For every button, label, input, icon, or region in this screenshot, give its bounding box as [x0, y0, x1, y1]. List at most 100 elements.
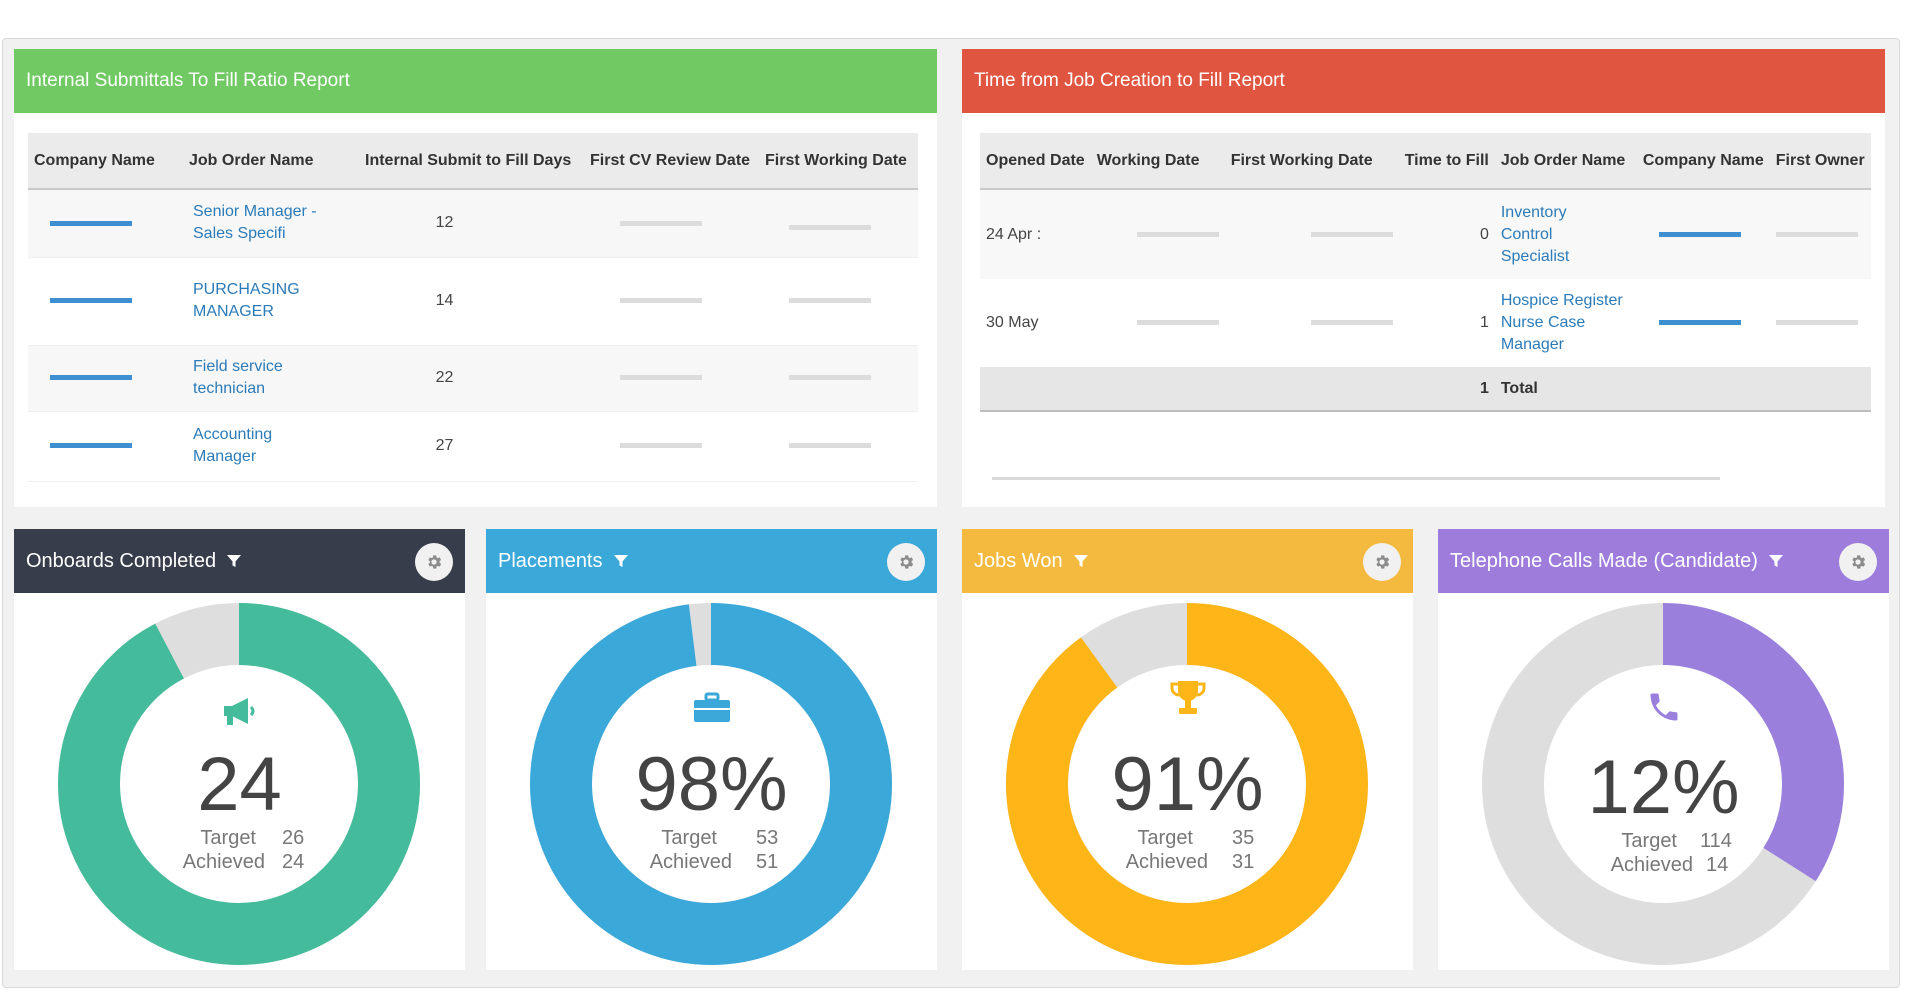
gauge-title: Placements — [498, 549, 603, 572]
job-order-link[interactable]: Hospice Register Nurse Case Manager — [1500, 292, 1623, 353]
job-order-link[interactable]: Field service technician — [193, 358, 283, 397]
redacted-value — [789, 298, 871, 304]
days-cell: 12 — [359, 189, 584, 258]
company-link-redacted[interactable] — [1658, 231, 1741, 237]
report-title: Internal Submittals To Fill Ratio Report — [14, 49, 937, 113]
redacted-value — [1136, 320, 1219, 326]
job-order-cell: Hospice Register Nurse Case Manager — [1494, 279, 1637, 367]
gauge-header: Placements — [486, 529, 937, 593]
achieved-value: 14 — [1706, 854, 1729, 876]
gauge-value: 24 — [197, 742, 282, 827]
report-table: Opened Date Working Date First Working D… — [980, 133, 1871, 412]
gear-icon[interactable] — [1839, 543, 1877, 581]
filter-icon[interactable] — [226, 553, 242, 569]
donut-progress-arc — [530, 603, 892, 965]
target-label: Target — [200, 827, 256, 849]
donut-progress-arc — [1006, 603, 1368, 965]
time-to-fill-cell: 1 — [1398, 279, 1495, 367]
job-order-link[interactable]: Inventory Control Specialist — [1500, 203, 1570, 265]
days-cell: 22 — [359, 345, 584, 412]
column-header-opened-date[interactable]: Opened Date — [980, 133, 1091, 190]
cv-review-date-cell — [584, 189, 759, 258]
column-header-job-order-name[interactable]: Job Order Name — [1494, 133, 1637, 190]
table-row: Accounting Manager 27 — [28, 411, 918, 482]
target-label: Target — [661, 827, 717, 849]
column-header-first-owner[interactable]: First Owner — [1769, 133, 1871, 190]
gauge-header: Onboards Completed — [14, 529, 465, 593]
gear-icon[interactable] — [415, 543, 453, 581]
achieved-value: 51 — [756, 851, 779, 873]
gauge-value: 98% — [635, 742, 788, 827]
job-order-cell: PURCHASING MANAGER — [183, 257, 359, 346]
job-order-cell: Inventory Control Specialist — [1494, 189, 1637, 279]
gauge-value: 91% — [1111, 742, 1264, 827]
filter-icon[interactable] — [1073, 553, 1089, 569]
column-header-first-working-date[interactable]: First Working Date — [759, 133, 918, 190]
column-header-submit-to-fill-days[interactable]: Internal Submit to Fill Days — [359, 133, 584, 190]
opened-date-cell: 30 May — [980, 279, 1091, 367]
column-header-working-date[interactable]: Working Date — [1090, 133, 1225, 190]
column-header-company-name[interactable]: Company Name — [1636, 133, 1770, 190]
company-cell — [28, 189, 183, 258]
table-row: Senior Manager - Sales Specifi 12 — [28, 189, 918, 258]
job-order-link[interactable]: Accounting Manager — [193, 426, 273, 465]
donut-chart — [1482, 603, 1844, 965]
redacted-value — [1775, 231, 1858, 237]
column-header-time-to-fill[interactable]: Time to Fill — [1398, 133, 1495, 190]
table-row: 30 May 1 Hospice Register Nurse Case Man… — [980, 279, 1871, 367]
job-order-link[interactable]: Senior Manager - Sales Specifi — [193, 203, 317, 243]
column-header-job-order-name[interactable]: Job Order Name — [183, 133, 359, 190]
gauge-header: Telephone Calls Made (Candidate) — [1438, 529, 1889, 593]
total-row: 1 Total — [980, 367, 1871, 412]
donut-progress-arc — [1482, 603, 1844, 965]
filter-icon[interactable] — [613, 553, 629, 569]
redacted-value — [1136, 231, 1219, 237]
days-cell: 14 — [359, 257, 584, 346]
target-value: 53 — [756, 827, 779, 849]
gauge-onboards-completed: Onboards Completed 24 Target 26 Achieved… — [14, 529, 465, 970]
company-link-redacted[interactable] — [50, 375, 132, 381]
gauge-jobs-won: Jobs Won 91% Target 35 Achieved 31 — [962, 529, 1413, 970]
report-table: Company Name Job Order Name Internal Sub… — [28, 133, 918, 482]
briefcase-icon — [486, 692, 937, 729]
donut-progress-arc — [58, 603, 420, 965]
first-working-date-cell — [759, 411, 918, 482]
redacted-value — [789, 375, 871, 381]
column-header-first-working-date[interactable]: First Working Date — [1224, 133, 1399, 190]
table-row: Field service technician 22 — [28, 345, 918, 412]
company-link-redacted[interactable] — [50, 220, 132, 226]
first-working-date-cell — [1224, 189, 1399, 279]
gauge-title: Onboards Completed — [26, 549, 217, 572]
column-header-first-cv-review-date[interactable]: First CV Review Date — [584, 133, 759, 190]
target-value: 26 — [282, 827, 305, 849]
target-value: 114 — [1700, 830, 1732, 852]
gear-icon[interactable] — [887, 543, 925, 581]
gear-icon[interactable] — [1363, 543, 1401, 581]
redacted-value — [1310, 231, 1393, 237]
company-cell — [28, 345, 183, 412]
internal-submittals-report-panel: Internal Submittals To Fill Ratio Report… — [14, 49, 937, 507]
days-cell: 27 — [359, 411, 584, 482]
time-to-fill-cell: 0 — [1398, 189, 1495, 279]
gauge-telephone-calls-made: Telephone Calls Made (Candidate) 12% Tar… — [1438, 529, 1889, 970]
job-order-cell: Accounting Manager — [183, 411, 359, 482]
first-working-date-cell — [759, 189, 918, 258]
horizontal-scrollbar[interactable] — [992, 477, 1720, 480]
working-date-cell — [1090, 279, 1225, 367]
first-working-date-cell — [1224, 279, 1399, 367]
company-link-redacted[interactable] — [50, 443, 132, 449]
company-cell — [1636, 189, 1770, 279]
redacted-value — [1775, 320, 1858, 326]
trophy-icon — [962, 679, 1413, 722]
company-link-redacted[interactable] — [1658, 320, 1741, 326]
company-link-redacted[interactable] — [50, 298, 132, 304]
filter-icon[interactable] — [1768, 553, 1784, 569]
redacted-value — [620, 375, 702, 381]
column-header-company-name[interactable]: Company Name — [28, 133, 183, 190]
table-row: 24 Apr : 0 Inventory Control Specialist — [980, 189, 1871, 279]
report-title: Time from Job Creation to Fill Report — [962, 49, 1885, 113]
opened-date-cell: 24 Apr : — [980, 189, 1091, 279]
job-order-link[interactable]: PURCHASING MANAGER — [193, 281, 300, 320]
gauge-title: Jobs Won — [974, 549, 1063, 572]
achieved-label: Achieved — [1610, 854, 1693, 876]
